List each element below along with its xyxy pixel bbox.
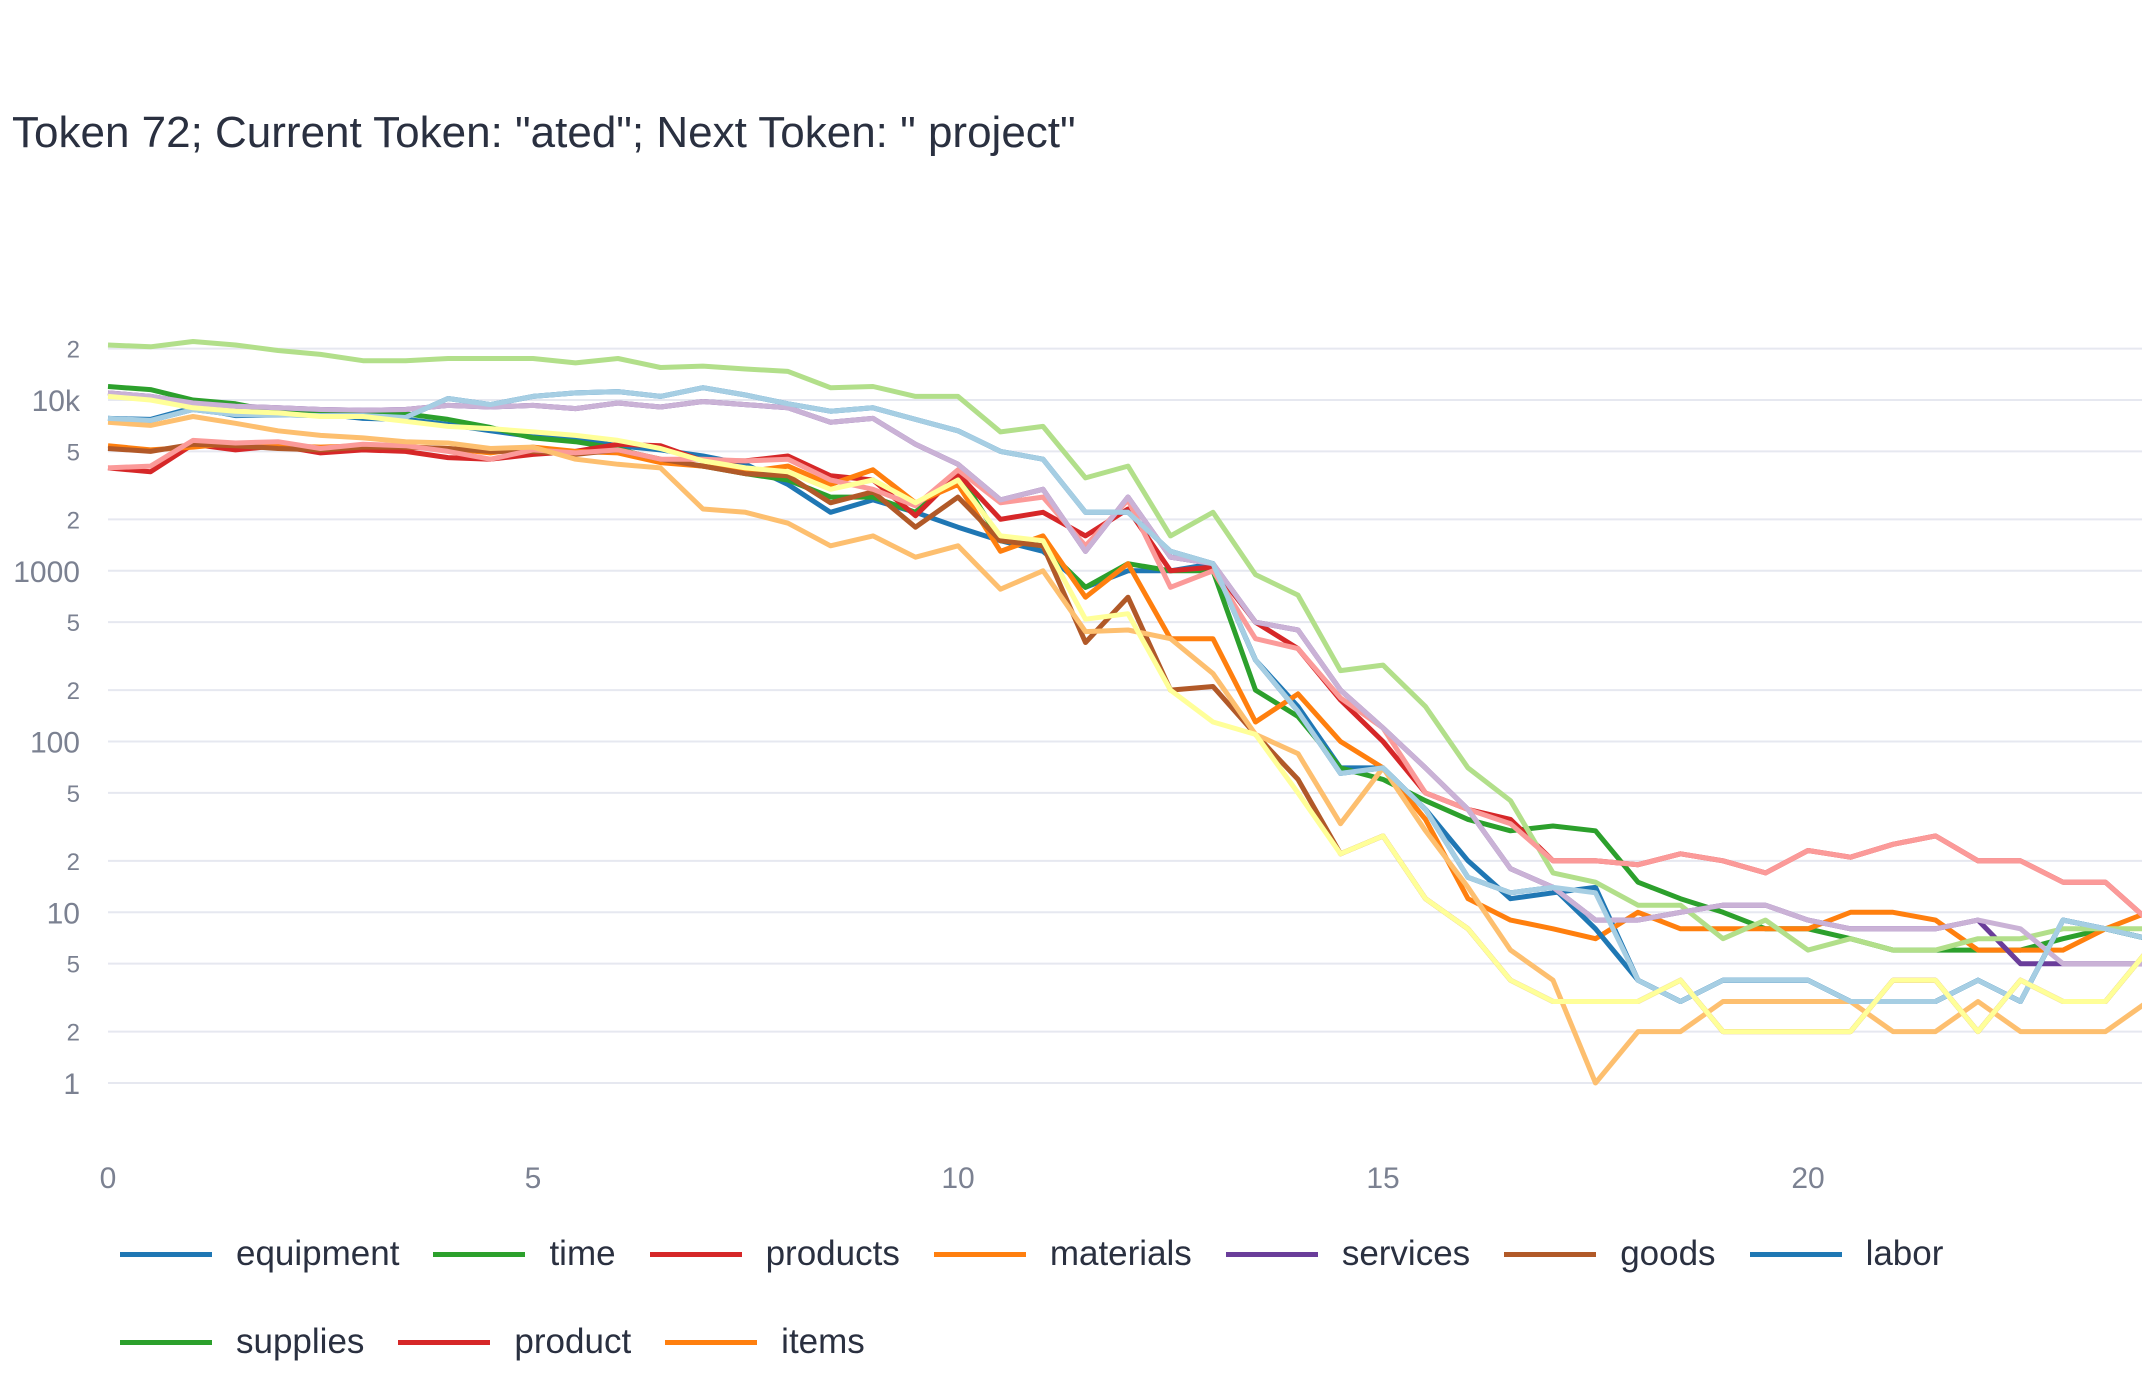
legend-swatch xyxy=(1750,1252,1842,1257)
legend-label: products xyxy=(766,1234,900,1274)
legend-swatch xyxy=(433,1252,525,1257)
y-minor-tick-label: 5 xyxy=(67,781,80,808)
legend-label: equipment xyxy=(236,1234,399,1274)
legend-label: services xyxy=(1342,1234,1470,1274)
y-minor-tick-label: 5 xyxy=(67,610,80,637)
x-tick-label: 20 xyxy=(1791,1162,1824,1195)
x-axis: 0 5 10 15 20 xyxy=(100,1162,1825,1195)
y-minor-tick-label: 2 xyxy=(67,1020,80,1047)
y-tick-label: 100 xyxy=(30,727,80,760)
legend-item[interactable]: equipment xyxy=(120,1210,399,1298)
legend-label: items xyxy=(781,1322,865,1362)
legend-swatch xyxy=(650,1252,742,1257)
y-axis: 1 10 100 1000 10k 2 5 2 5 2 5 2 5 2 xyxy=(13,337,81,1101)
line-chart: 1 10 100 1000 10k 2 5 2 5 2 5 2 5 2 0 5 10 15 20 xyxy=(0,0,2142,1200)
legend-swatch xyxy=(1504,1252,1596,1257)
legend-label: supplies xyxy=(236,1322,364,1362)
y-minor-tick-label: 5 xyxy=(67,952,80,979)
legend-label: goods xyxy=(1620,1234,1715,1274)
y-tick-label: 10k xyxy=(32,385,81,418)
y-minor-tick-label: 2 xyxy=(67,849,80,876)
chart-legend: equipment time products materials services go… xyxy=(120,1210,2020,1386)
legend-item[interactable]: labor xyxy=(1750,1210,1944,1298)
series-line-services xyxy=(108,393,2142,964)
y-tick-label: 10 xyxy=(47,897,80,930)
y-tick-label: 1 xyxy=(63,1068,80,1101)
y-minor-tick-label: 5 xyxy=(67,439,80,466)
series-line-items xyxy=(108,417,2142,1084)
legend-item[interactable]: supplies xyxy=(120,1298,364,1386)
legend-label: materials xyxy=(1050,1234,1192,1274)
y-minor-tick-label: 2 xyxy=(67,507,80,534)
legend-item[interactable]: items xyxy=(665,1298,865,1386)
legend-item[interactable]: services xyxy=(1226,1210,1470,1298)
series-line-time xyxy=(108,387,2142,951)
legend-swatch xyxy=(934,1252,1026,1257)
y-tick-label: 1000 xyxy=(13,556,80,589)
grid-lines xyxy=(108,349,2142,1083)
series-line-labor xyxy=(108,388,2142,1002)
series-line-products xyxy=(108,444,2142,920)
legend-item[interactable]: goods xyxy=(1504,1210,1715,1298)
legend-swatch xyxy=(1226,1252,1318,1257)
x-tick-label: 15 xyxy=(1366,1162,1399,1195)
series-line-supplies xyxy=(108,342,2142,951)
legend-item[interactable]: time xyxy=(433,1210,615,1298)
x-tick-label: 10 xyxy=(941,1162,974,1195)
legend-item[interactable]: materials xyxy=(934,1210,1192,1298)
series-line xyxy=(108,393,2142,964)
legend-label: time xyxy=(549,1234,615,1274)
legend-item[interactable]: products xyxy=(650,1210,900,1298)
legend-swatch xyxy=(665,1340,757,1345)
y-minor-tick-label: 2 xyxy=(67,337,80,364)
y-minor-tick-label: 2 xyxy=(67,678,80,705)
legend-item[interactable]: product xyxy=(398,1298,631,1386)
legend-swatch xyxy=(120,1340,212,1345)
series-lines xyxy=(108,342,2142,1084)
legend-label: product xyxy=(514,1322,631,1362)
x-tick-label: 0 xyxy=(100,1162,117,1195)
legend-swatch xyxy=(398,1340,490,1345)
x-tick-label: 5 xyxy=(525,1162,542,1195)
legend-label: labor xyxy=(1866,1234,1944,1274)
legend-swatch xyxy=(120,1252,212,1257)
series-line xyxy=(108,388,2142,1002)
